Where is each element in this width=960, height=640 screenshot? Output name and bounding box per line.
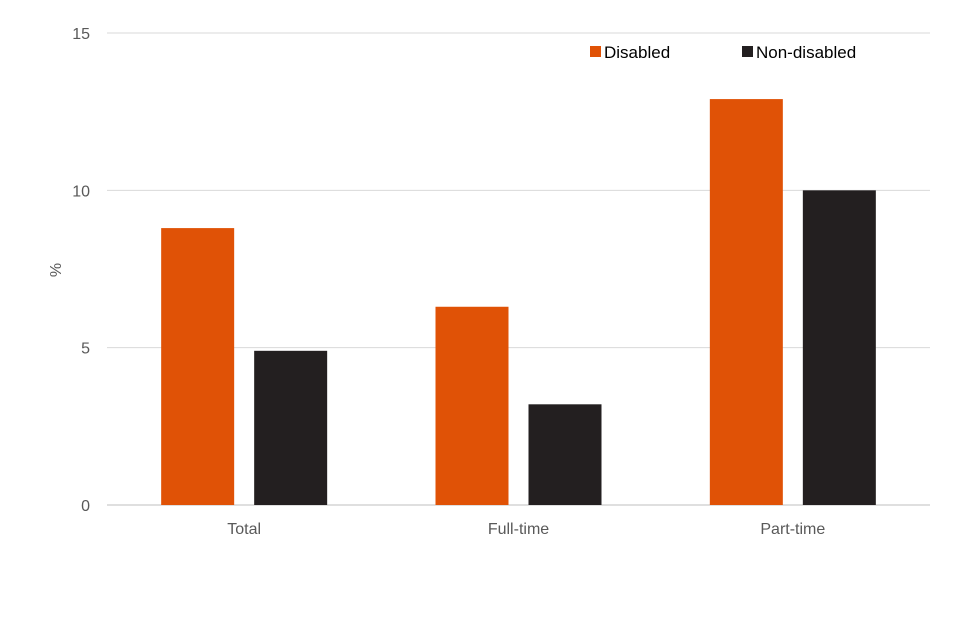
x-tick-label: Full-time bbox=[488, 521, 549, 538]
axes: 0 5 10 15 Total Full-time Part-time bbox=[72, 26, 825, 538]
legend-label: Disabled bbox=[604, 43, 670, 62]
y-tick-label: 10 bbox=[72, 183, 90, 200]
bar-disabled-total bbox=[161, 228, 235, 506]
legend-swatch bbox=[742, 46, 753, 57]
y-axis-title: % bbox=[48, 263, 65, 277]
legend: Disabled Non-disabled bbox=[590, 43, 856, 62]
bars bbox=[161, 99, 876, 506]
legend-label: Non-disabled bbox=[756, 43, 856, 62]
y-tick-label: 0 bbox=[81, 498, 90, 515]
bar-disabled-full-time bbox=[435, 306, 509, 505]
x-tick-label: Part-time bbox=[760, 521, 825, 538]
gridlines bbox=[107, 32, 930, 506]
legend-swatch bbox=[590, 46, 601, 57]
bar-non-disabled-total bbox=[254, 350, 328, 505]
bar-non-disabled-full-time bbox=[528, 404, 602, 505]
y-tick-label: 15 bbox=[72, 26, 90, 43]
bar-disabled-part-time bbox=[709, 99, 783, 505]
bar-non-disabled-part-time bbox=[802, 190, 876, 506]
x-tick-label: Total bbox=[227, 521, 261, 538]
y-tick-label: 5 bbox=[81, 341, 90, 358]
